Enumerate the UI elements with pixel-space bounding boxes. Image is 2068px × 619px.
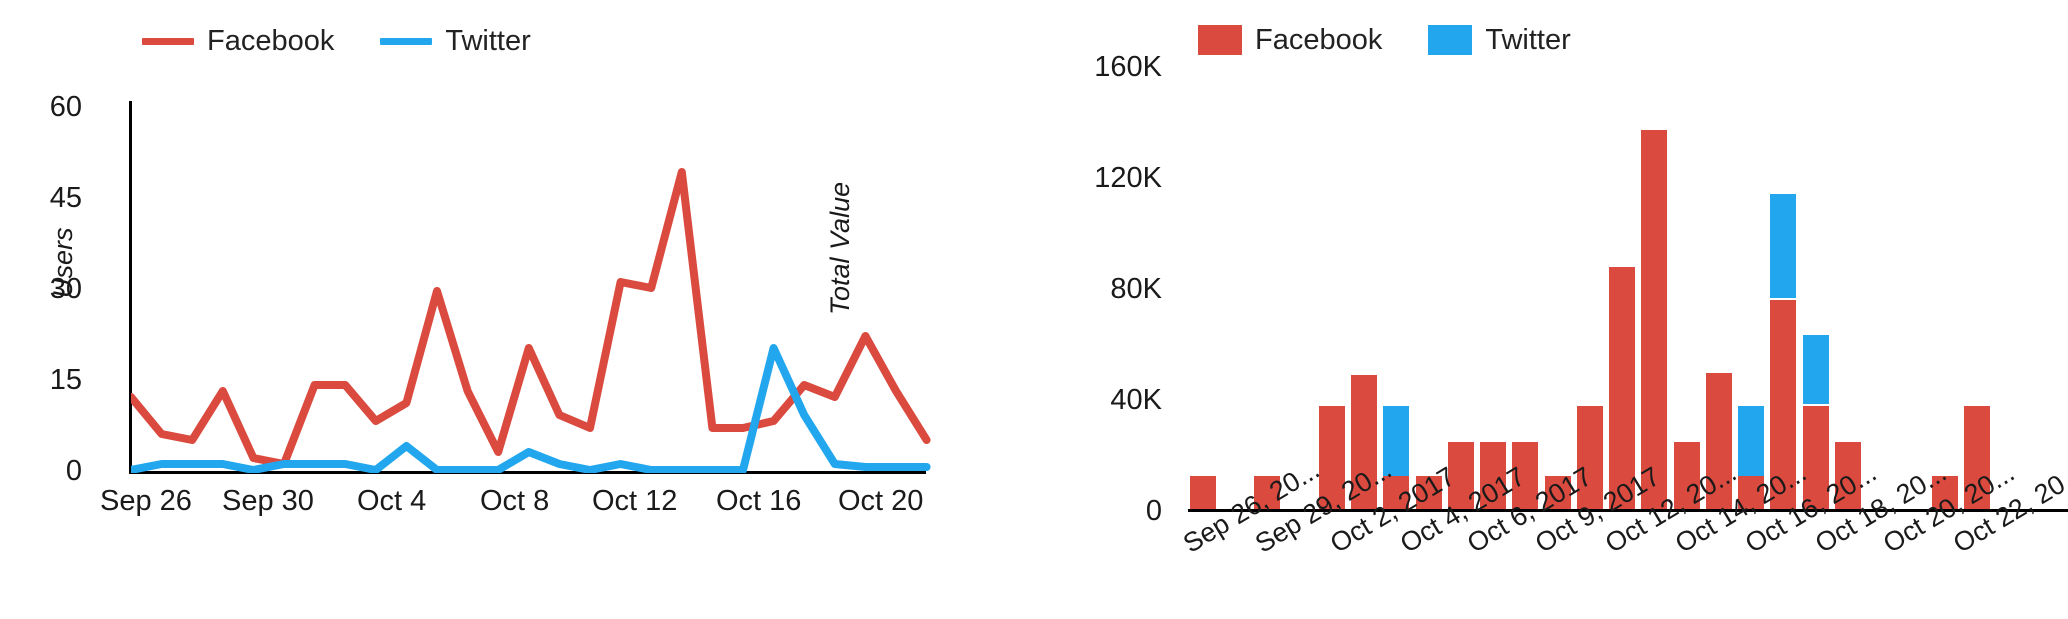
bar-segment: [1738, 406, 1764, 476]
x-tick-label: Oct 20: [838, 485, 924, 517]
bar-segment: [1964, 406, 1990, 509]
y-tick-label: 15: [49, 364, 82, 396]
bar-segment: [1545, 476, 1571, 509]
bar-segment: [1803, 335, 1829, 404]
bar-segment: [1770, 300, 1796, 509]
y-tick-label: 120K: [1094, 162, 1162, 194]
legend-label-facebook: Facebook: [1255, 23, 1383, 56]
line-chart-legend: Facebook Twitter: [142, 27, 531, 56]
line-chart-y-axis: [129, 101, 132, 473]
legend-label-facebook: Facebook: [207, 25, 335, 57]
bar-segment: [1480, 442, 1506, 509]
bar-chart-plot: [1190, 130, 1990, 509]
bar-segment: [1351, 375, 1377, 509]
bar-segment: [1190, 476, 1216, 509]
y-tick-label: 40K: [1110, 384, 1162, 416]
y-tick-label: 0: [65, 455, 82, 487]
bar-segment: [1641, 130, 1667, 509]
legend-item-twitter[interactable]: Twitter: [380, 25, 531, 57]
x-tick-label: Sep 30: [222, 485, 314, 517]
bar-chart-x-axis: [1188, 509, 2068, 512]
legend-item-facebook[interactable]: Facebook: [1198, 25, 1382, 55]
bar-segment: [1609, 267, 1635, 509]
bar-series-facebook: [1190, 130, 1990, 509]
line-chart-plot: [131, 168, 931, 473]
bar-segment: [1383, 476, 1409, 509]
y-tick-label: 30: [49, 273, 82, 305]
x-tick-label: Oct 16: [716, 485, 802, 517]
bar-segment: [1770, 194, 1796, 298]
line-chart-x-axis: [129, 471, 926, 474]
x-tick-label: Oct 8: [480, 485, 550, 517]
bar-chart-legend: Facebook Twitter: [1198, 25, 1571, 55]
bar-segment: [1448, 442, 1474, 509]
bar-segment: [1383, 406, 1409, 476]
bar-segment: [1416, 476, 1442, 509]
bar-segment: [1674, 442, 1700, 509]
x-tick-label: Oct 4: [357, 485, 427, 517]
x-tick-label: Oct 12: [592, 485, 678, 517]
bar-segment: [1932, 476, 1958, 509]
line-chart-panel: Facebook Twitter Users 0 15 30 45 60 Sep…: [0, 0, 1010, 619]
legend-swatch-icon-twitter: [1428, 25, 1473, 55]
legend-item-twitter[interactable]: Twitter: [1428, 23, 1571, 56]
bar-segment: [1577, 406, 1603, 509]
legend-line-icon-facebook: [142, 38, 194, 45]
legend-item-facebook[interactable]: Facebook: [142, 27, 334, 56]
bar-segment: [1738, 476, 1764, 509]
x-tick-label: Sep 26: [100, 485, 192, 517]
bar-chart-panel: Facebook Twitter Total Value 0 40K 80K 1…: [825, 0, 2068, 619]
line-series-twitter: [131, 344, 931, 473]
y-tick-label: 60: [49, 91, 82, 123]
y-tick-label: 80K: [1110, 273, 1162, 305]
bar-segment: [1706, 373, 1732, 509]
bar-segment: [1835, 442, 1861, 509]
y-tick-label: 160K: [1094, 51, 1162, 83]
y-tick-label: 45: [49, 182, 82, 214]
legend-label-twitter: Twitter: [445, 25, 531, 57]
legend-line-icon-twitter: [380, 38, 433, 45]
legend-swatch-icon-facebook: [1198, 25, 1242, 55]
legend-label-twitter: Twitter: [1485, 23, 1571, 56]
bar-segment: [1254, 476, 1280, 509]
bar-segment: [1319, 406, 1345, 509]
y-tick-label: 0: [1145, 495, 1162, 527]
bar-segment: [1803, 406, 1829, 509]
bar-series-twitter: [1383, 194, 1829, 476]
bar-segment: [1512, 442, 1538, 509]
